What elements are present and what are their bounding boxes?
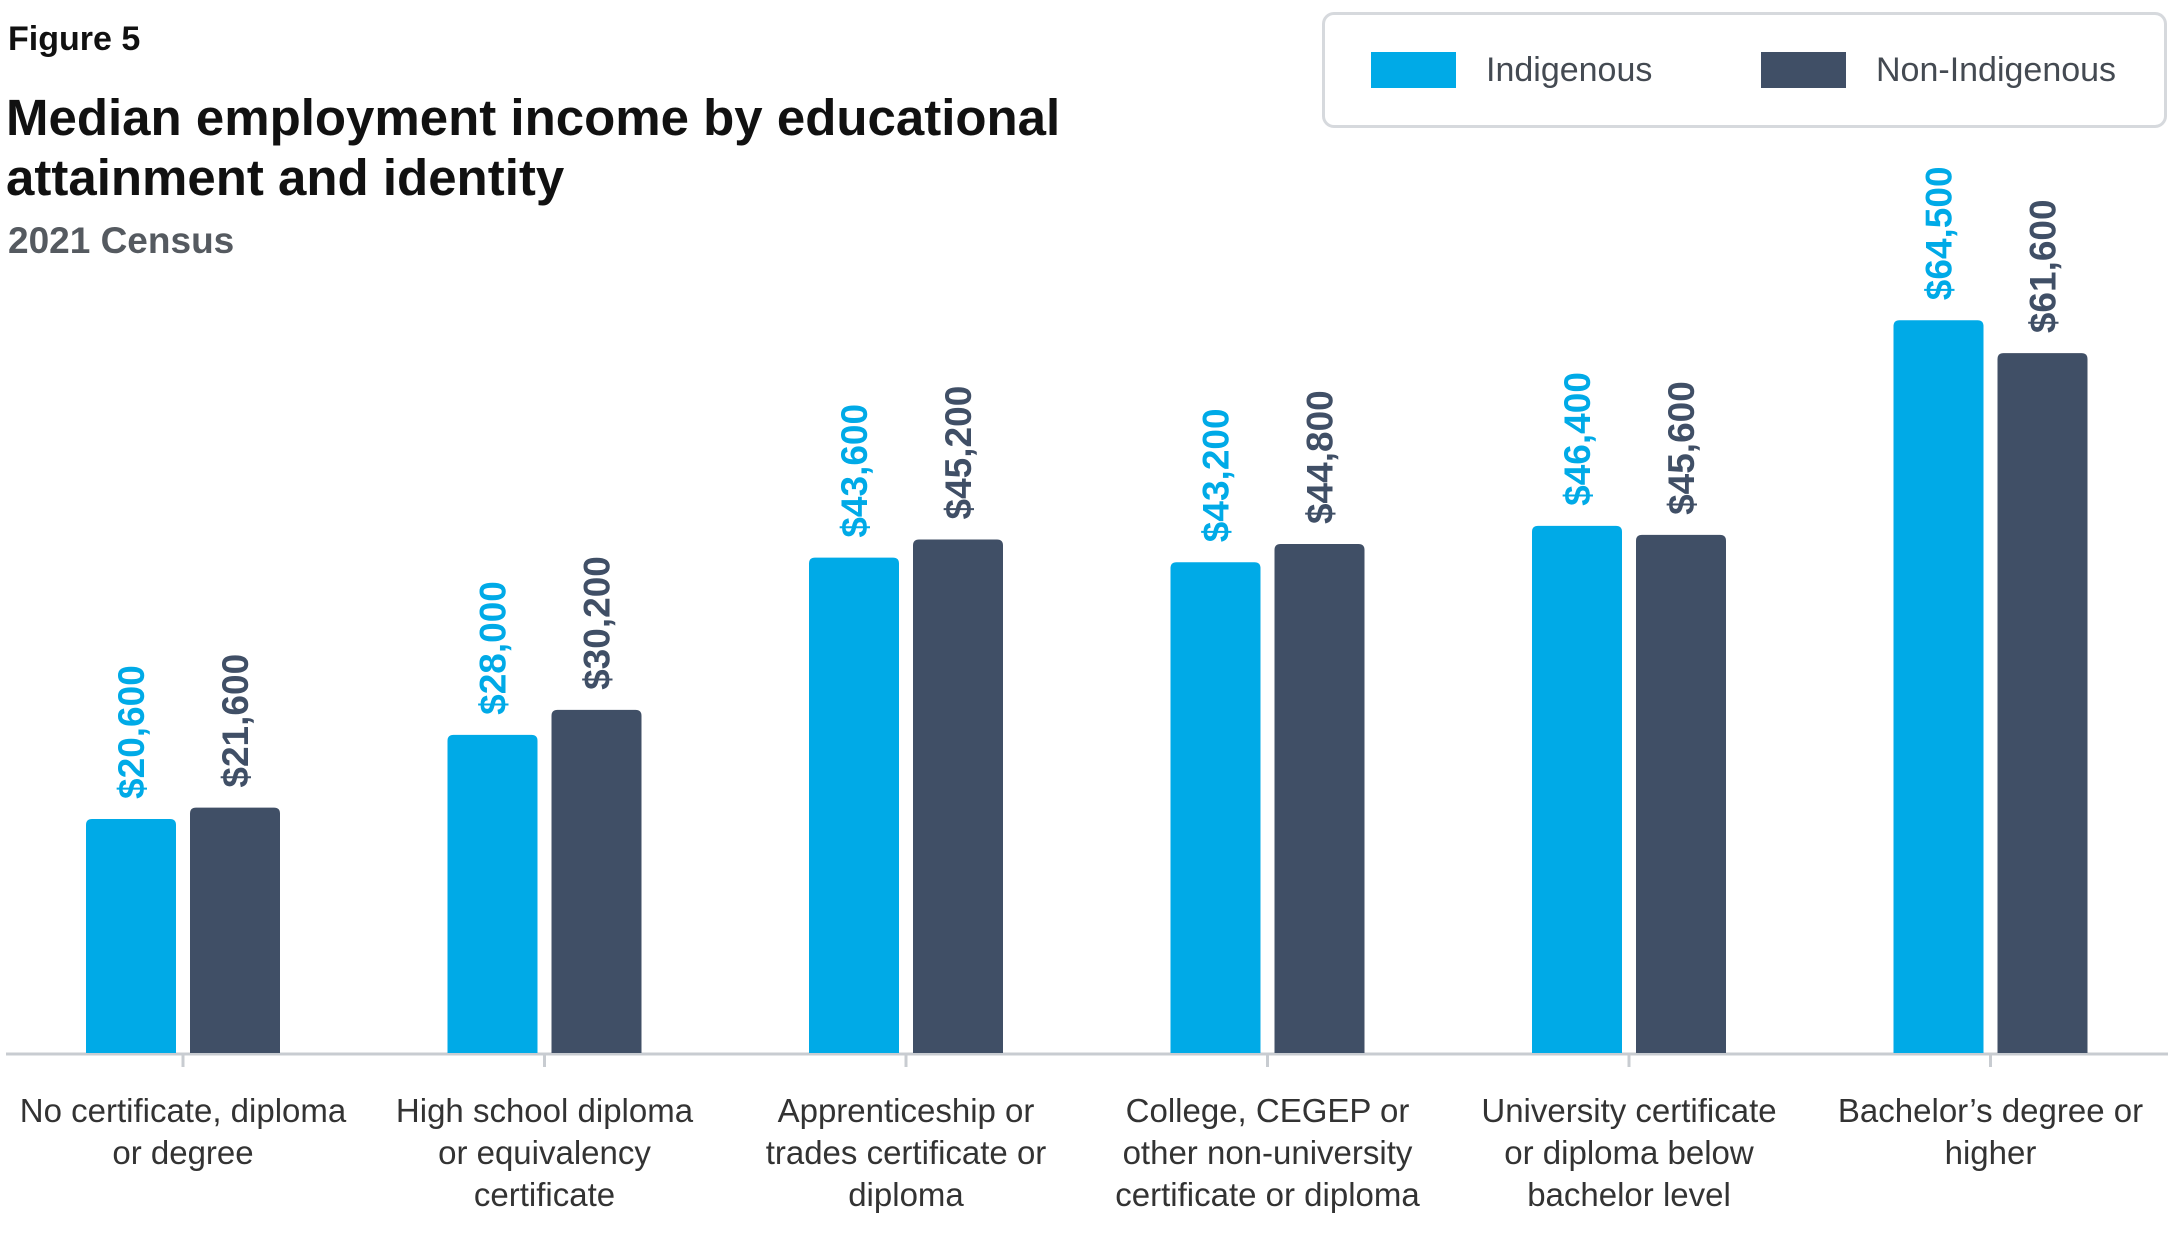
data-label-indigenous: $43,600 — [834, 404, 875, 538]
data-label-indigenous: $43,200 — [1196, 408, 1237, 542]
bar-indigenous — [809, 557, 899, 1053]
bar-non-indigenous — [1636, 534, 1726, 1053]
data-label-non-indigenous: $45,200 — [938, 386, 979, 520]
bar-non-indigenous — [1997, 353, 2088, 1054]
legend-label-indigenous: Indigenous — [1486, 50, 1653, 89]
legend-item-indigenous: Indigenous — [1371, 15, 1652, 125]
category-label: High school diploma or equivalency certi… — [395, 1092, 694, 1213]
data-label-non-indigenous: $61,600 — [2023, 199, 2064, 333]
bar-non-indigenous — [190, 807, 280, 1053]
data-label-non-indigenous: $44,800 — [1300, 390, 1341, 524]
data-label-non-indigenous: $21,600 — [215, 654, 256, 788]
data-label-non-indigenous: $45,600 — [1661, 381, 1702, 515]
figure-label: Figure 5 — [8, 20, 141, 58]
legend-swatch-indigenous — [1371, 52, 1456, 88]
legend: Indigenous Non-Indigenous — [1322, 12, 2167, 128]
data-label-non-indigenous: $30,200 — [577, 556, 618, 690]
bar-non-indigenous — [1274, 544, 1365, 1053]
category-label: Bachelor’s degree or higher — [1837, 1092, 2144, 1171]
category-label: Apprenticeship or trades certificate or … — [765, 1092, 1047, 1213]
bar-non-indigenous — [913, 539, 1003, 1053]
data-label-indigenous: $46,400 — [1557, 372, 1598, 506]
bar-non-indigenous — [551, 709, 642, 1053]
data-label-indigenous: $64,500 — [1919, 166, 1960, 300]
bar-indigenous — [86, 818, 176, 1053]
data-label-indigenous: $28,000 — [473, 581, 514, 715]
bar-indigenous — [447, 734, 538, 1053]
bar-indigenous — [1893, 320, 1984, 1053]
legend-swatch-non-indigenous — [1761, 52, 1846, 88]
legend-item-non-indigenous: Non-Indigenous — [1761, 15, 2116, 125]
data-label-indigenous: $20,600 — [111, 665, 152, 799]
category-label: No certificate, diploma or degree — [19, 1092, 347, 1171]
bar-indigenous — [1532, 525, 1622, 1053]
category-label: University certificate or diploma below … — [1481, 1092, 1777, 1213]
category-label: College, CEGEP or other non-university c… — [1115, 1092, 1420, 1213]
chart-title: Median employment income by educational … — [6, 89, 1061, 206]
chart-subtitle: 2021 Census — [8, 220, 235, 261]
bar-indigenous — [1170, 562, 1261, 1053]
legend-label-non-indigenous: Non-Indigenous — [1876, 50, 2117, 89]
